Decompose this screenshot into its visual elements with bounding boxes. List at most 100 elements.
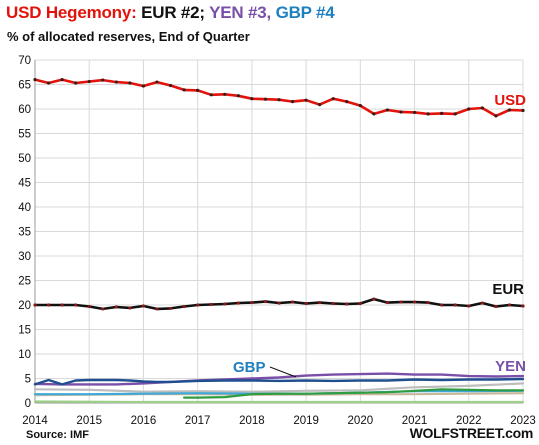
brand-watermark: WOLFSTREET.com xyxy=(409,425,534,441)
series-line-cny xyxy=(183,388,525,399)
data-point-eur-16 xyxy=(250,300,254,305)
data-point-eur-14 xyxy=(223,302,227,306)
x-tick-label-2023: 2023 xyxy=(510,415,536,427)
data-point-usd-20 xyxy=(304,98,308,102)
data-point-eur-33 xyxy=(480,301,484,305)
y-tick-label-0: 0 xyxy=(25,398,31,410)
data-point-usd-19 xyxy=(290,100,295,104)
y-tick-label-15: 15 xyxy=(18,325,31,337)
data-point-eur-26 xyxy=(385,300,390,305)
x-tick-label-2017: 2017 xyxy=(185,415,211,427)
data-point-eur-19 xyxy=(290,300,295,304)
data-point-usd-21 xyxy=(318,102,322,107)
y-tick-label-5: 5 xyxy=(25,374,31,386)
data-point-eur-2 xyxy=(60,303,64,307)
y-tick-label-55: 55 xyxy=(18,129,31,141)
title-eur: EUR #2; xyxy=(141,3,210,22)
series-label-yen: YEN xyxy=(495,358,526,375)
data-point-eur-12 xyxy=(196,303,200,307)
chart-subtitle: % of allocated reserves, End of Quarter xyxy=(7,29,250,44)
title-gbp: GBP #4 xyxy=(275,3,335,22)
data-point-usd-17 xyxy=(263,97,268,101)
data-point-usd-9 xyxy=(155,80,159,84)
data-point-usd-8 xyxy=(141,84,146,88)
y-tick-label-40: 40 xyxy=(18,202,31,214)
data-point-usd-34 xyxy=(494,114,498,118)
series-line-other xyxy=(33,382,525,393)
title-yen: YEN #3, xyxy=(209,3,276,22)
data-point-usd-3 xyxy=(74,81,78,85)
data-point-usd-11 xyxy=(182,88,186,92)
x-tick-label-2015: 2015 xyxy=(76,415,102,427)
data-point-eur-8 xyxy=(141,304,146,308)
data-point-eur-7 xyxy=(128,306,132,310)
y-tick-label-60: 60 xyxy=(18,104,31,116)
data-point-usd-22 xyxy=(331,97,335,101)
series-line-usd xyxy=(33,78,525,118)
data-point-usd-28 xyxy=(412,110,417,115)
series-line-gbp xyxy=(33,377,525,386)
data-point-usd-31 xyxy=(453,112,457,116)
data-point-eur-4 xyxy=(87,304,91,309)
data-point-eur-20 xyxy=(304,301,308,306)
data-point-eur-28 xyxy=(412,300,417,304)
data-point-usd-5 xyxy=(101,78,105,82)
data-point-usd-23 xyxy=(345,100,349,104)
data-point-usd-12 xyxy=(196,88,200,92)
data-point-usd-10 xyxy=(168,83,173,88)
data-point-eur-5 xyxy=(101,307,105,311)
x-tick-label-2019: 2019 xyxy=(293,415,319,427)
data-point-usd-33 xyxy=(480,106,484,110)
title-colon: : xyxy=(131,3,142,22)
data-point-usd-26 xyxy=(385,108,390,112)
chart-title: USD Hegemony: EUR #2; YEN #3, GBP #4 xyxy=(6,3,335,23)
x-tick-label-2016: 2016 xyxy=(131,415,157,427)
data-point-eur-17 xyxy=(263,299,268,304)
series-label-eur: EUR xyxy=(492,281,524,298)
data-point-usd-24 xyxy=(358,103,362,108)
data-point-eur-13 xyxy=(209,302,213,307)
y-tick-label-45: 45 xyxy=(18,178,31,190)
x-tick-label-2014: 2014 xyxy=(22,415,48,427)
data-point-usd-15 xyxy=(236,94,240,98)
series-label-gbp: GBP xyxy=(233,359,266,376)
x-tick-label-2022: 2022 xyxy=(456,415,482,427)
data-point-usd-6 xyxy=(114,80,118,84)
data-point-usd-1 xyxy=(46,81,51,85)
data-point-eur-31 xyxy=(453,303,457,307)
data-point-eur-23 xyxy=(345,302,349,306)
y-tick-label-20: 20 xyxy=(18,300,31,312)
data-point-usd-2 xyxy=(60,78,64,82)
data-point-eur-9 xyxy=(155,307,159,311)
data-point-eur-6 xyxy=(114,305,118,309)
series-line-chf xyxy=(33,400,525,404)
x-tick-label-2018: 2018 xyxy=(239,415,265,427)
series-line-yen xyxy=(33,372,525,386)
data-point-eur-25 xyxy=(372,297,376,301)
data-point-eur-0 xyxy=(33,303,37,307)
data-point-eur-27 xyxy=(399,300,403,304)
data-point-eur-3 xyxy=(74,303,78,307)
data-point-eur-30 xyxy=(440,303,444,307)
data-point-eur-15 xyxy=(236,301,240,305)
data-point-eur-35 xyxy=(507,303,512,307)
data-point-eur-24 xyxy=(358,301,362,306)
data-point-usd-35 xyxy=(507,108,512,112)
data-point-usd-29 xyxy=(426,112,430,116)
data-point-eur-22 xyxy=(331,301,335,306)
y-tick-label-10: 10 xyxy=(18,349,31,361)
data-point-usd-30 xyxy=(440,111,444,116)
x-tick-label-2021: 2021 xyxy=(402,415,428,427)
source-note: Source: IMF xyxy=(26,429,89,441)
data-point-usd-25 xyxy=(372,112,376,116)
data-point-usd-14 xyxy=(223,92,227,96)
y-tick-label-50: 50 xyxy=(18,153,31,165)
data-point-eur-18 xyxy=(277,301,281,305)
y-tick-label-70: 70 xyxy=(18,55,31,67)
data-point-usd-18 xyxy=(277,98,281,102)
data-point-usd-27 xyxy=(399,110,403,114)
data-point-eur-11 xyxy=(182,304,186,309)
y-tick-label-30: 30 xyxy=(18,251,31,263)
x-tick-label-2020: 2020 xyxy=(348,415,374,427)
